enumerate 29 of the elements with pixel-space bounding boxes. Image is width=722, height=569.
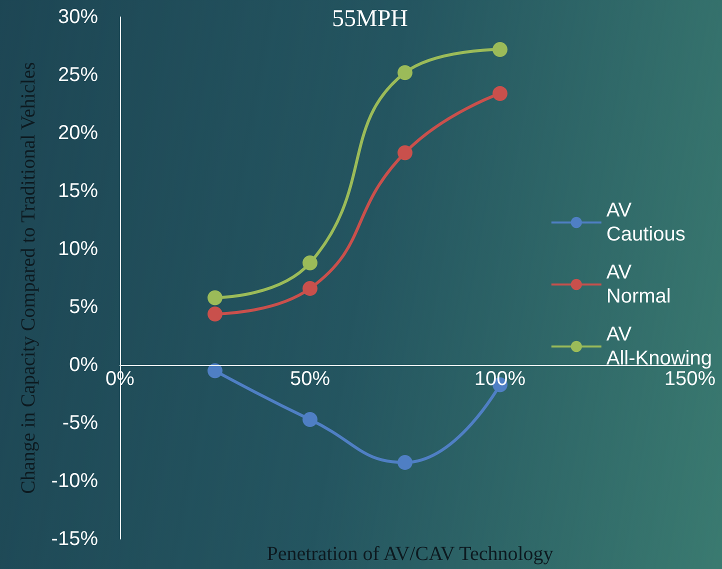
legend-label: AV All-Knowing (606, 324, 712, 370)
y-tick-label: 10% (58, 238, 98, 260)
point (398, 145, 412, 160)
legend-label: AV Normal (606, 262, 671, 308)
point (492, 42, 508, 57)
x-tick-label: 150% (664, 368, 716, 390)
y-tick-label: 20% (58, 122, 98, 144)
point (302, 280, 318, 296)
point (492, 86, 508, 102)
y-tick-label: 0% (69, 354, 98, 376)
chart-title: 55MPH (332, 6, 408, 32)
y-tick-label: 5% (69, 296, 98, 318)
point (302, 412, 318, 428)
y-tick-label: 15% (58, 180, 98, 202)
y-tick-label: -10% (51, 470, 98, 492)
y-tick-label: 30% (58, 6, 98, 28)
x-tick-label: 50% (290, 368, 330, 390)
point (398, 454, 412, 470)
point (302, 255, 318, 270)
point (208, 290, 222, 306)
point (208, 306, 222, 322)
point (208, 363, 222, 378)
x-axis-title: Penetration of AV/CAV Technology (266, 543, 554, 565)
y-tick-label: -5% (62, 412, 98, 434)
y-tick-label: -15% (51, 528, 98, 550)
y-tick-label: 25% (58, 64, 98, 86)
legend-label: AV Cautious (606, 200, 686, 246)
point (398, 65, 412, 80)
x-tick-label: 100% (474, 368, 526, 390)
